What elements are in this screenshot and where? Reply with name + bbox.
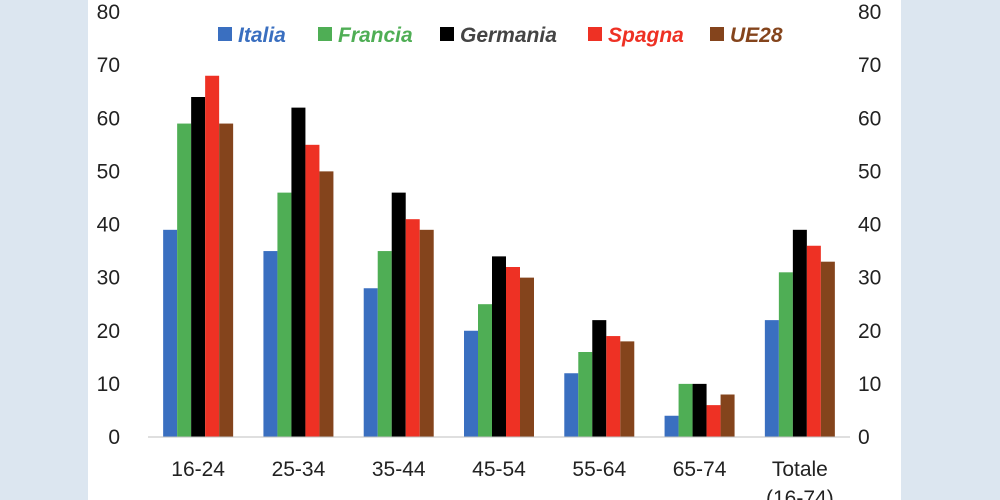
legend-swatch-ue28	[710, 27, 724, 41]
y-tick-label-left: 40	[97, 214, 120, 237]
bar-germania-7	[792, 229, 807, 437]
bar-spagna-5	[606, 336, 621, 437]
legend-label-ue28: UE28	[730, 24, 783, 47]
x-tick-label: 45-54	[472, 458, 526, 481]
bar-spagna-6	[706, 405, 721, 437]
bar-italia-7	[764, 320, 779, 437]
legend-label-spagna: Spagna	[608, 24, 684, 47]
x-tick-label: 65-74	[673, 458, 727, 481]
bar-francia-1	[177, 123, 192, 437]
bar-ue28-4	[520, 277, 534, 437]
bar-francia-5	[578, 352, 593, 437]
x-axis-labels: 16-24 25-34 35-44 45-54 55-64 65-74 Totale (16-…	[171, 458, 833, 500]
bar-ue28-7	[820, 261, 835, 437]
bar-francia-3	[377, 251, 392, 437]
y-tick-label-right: 60	[858, 107, 881, 130]
legend-swatch-francia	[318, 27, 332, 41]
bar-germania-3	[391, 192, 406, 437]
bar-italia-3	[363, 288, 378, 437]
bar-italia-2	[263, 251, 278, 437]
y-tick-label-left: 20	[97, 320, 120, 343]
bar-italia-1	[163, 229, 178, 437]
legend-swatch-germania	[440, 27, 454, 41]
bar-francia-7	[778, 272, 793, 437]
legend: Italia Francia Germania Spagna UE28	[218, 24, 783, 47]
bar-spagna-2	[305, 144, 320, 437]
y-tick-label-right: 20	[858, 320, 881, 343]
x-tick-label: 35-44	[372, 458, 426, 481]
bar-italia-5	[564, 373, 579, 437]
y-tick-label-left: 70	[97, 54, 120, 77]
x-tick-label: 16-24	[171, 458, 225, 481]
y-tick-label-left: 50	[97, 160, 120, 183]
bar-ue28-6	[720, 394, 735, 437]
bar-germania-4	[492, 256, 506, 437]
x-tick-label-line2: (16-74)	[766, 487, 834, 500]
bar-ue28-1	[219, 123, 234, 437]
y-tick-label-right: 50	[858, 160, 881, 183]
y-tick-label-right: 10	[858, 373, 881, 396]
y-tick-label-right: 70	[858, 54, 881, 77]
y-tick-label-left: 0	[108, 426, 120, 449]
legend-label-francia: Francia	[338, 24, 413, 47]
y-tick-label-left: 80	[97, 1, 120, 24]
bar-germania-5	[592, 320, 607, 437]
bar-chart: 0 10 20 30 40 50 60 70 80 0 10 20 30 40 50 60 70 80 16-2…	[97, 1, 882, 500]
y-tick-label-left: 30	[97, 267, 120, 290]
bar-spagna-3	[405, 219, 420, 437]
y-axis-right: 0 10 20 30 40 50 60 70 80	[858, 1, 881, 449]
y-tick-label-right: 40	[858, 214, 881, 237]
bar-spagna-1	[205, 75, 220, 437]
legend-label-italia: Italia	[238, 24, 286, 47]
legend-swatch-spagna	[588, 27, 602, 41]
bar-spagna-7	[806, 245, 821, 437]
bars	[163, 75, 835, 437]
chart-panel: 0 10 20 30 40 50 60 70 80 0 10 20 30 40 50 60 70 80 16-2…	[88, 0, 901, 500]
bar-francia-2	[277, 192, 292, 437]
bar-francia-4	[478, 304, 492, 437]
bar-italia-4	[464, 330, 478, 437]
y-tick-label-right: 0	[858, 426, 870, 449]
bar-francia-6	[678, 383, 693, 437]
bar-ue28-3	[419, 229, 434, 437]
bar-ue28-5	[620, 341, 635, 437]
y-tick-label-left: 60	[97, 107, 120, 130]
bar-germania-1	[191, 97, 206, 437]
legend-label-germania: Germania	[460, 24, 557, 47]
y-tick-label-right: 30	[858, 267, 881, 290]
legend-swatch-italia	[218, 27, 232, 41]
bar-germania-6	[692, 383, 707, 437]
bar-germania-2	[291, 107, 306, 437]
bar-spagna-4	[506, 267, 520, 437]
y-axis-left: 0 10 20 30 40 50 60 70 80	[97, 1, 120, 449]
y-tick-label-right: 80	[858, 1, 881, 24]
bar-ue28-2	[319, 171, 334, 437]
y-tick-label-left: 10	[97, 373, 120, 396]
x-tick-label: Totale	[772, 458, 828, 481]
x-tick-label: 25-34	[272, 458, 326, 481]
bar-italia-6	[664, 415, 679, 437]
x-tick-label: 55-64	[572, 458, 626, 481]
